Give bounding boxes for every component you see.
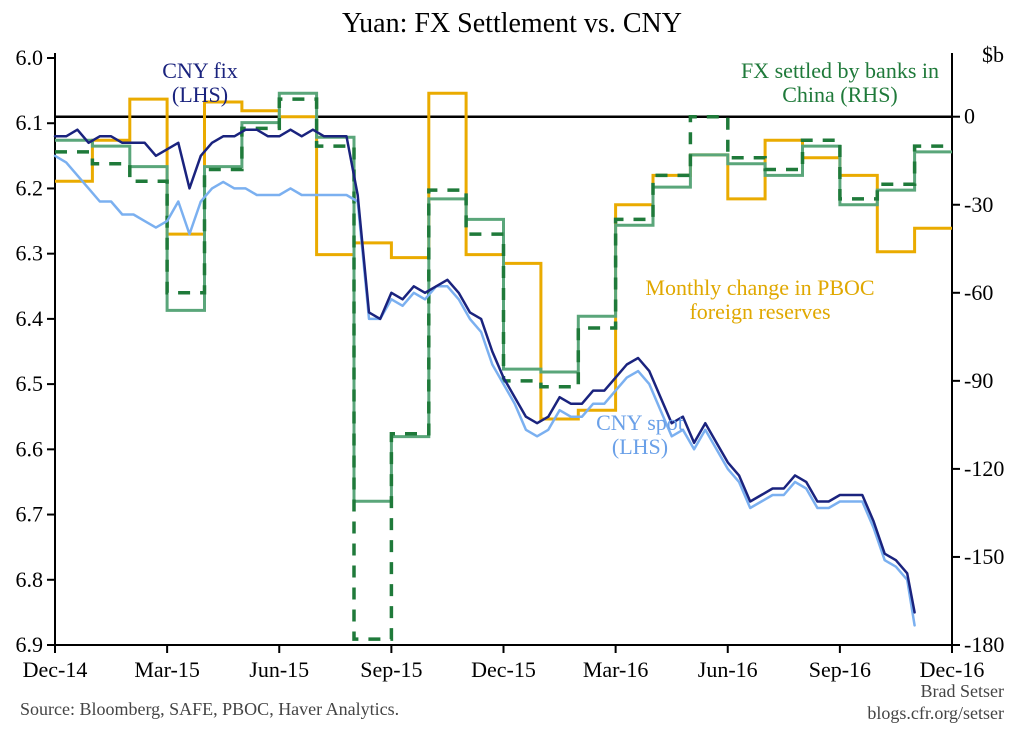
x-tick-label: Jun-16 (698, 657, 758, 682)
svg-text:foreign reserves: foreign reserves (689, 299, 830, 324)
y-right-tick-label: -30 (964, 192, 993, 217)
svg-text:China (RHS): China (RHS) (782, 82, 898, 107)
y-left-tick-label: 6.3 (16, 241, 44, 266)
footer-url: blogs.cfr.org/setser (867, 703, 1004, 723)
y-right-tick-label: -60 (964, 280, 993, 305)
x-tick-label: Dec-16 (920, 657, 985, 682)
x-tick-label: Mar-15 (134, 657, 200, 682)
y-left-tick-label: 6.8 (16, 567, 44, 592)
y-right-tick-label: -120 (964, 456, 1004, 481)
y-right-tick-label: 0 (964, 104, 975, 129)
svg-text:CNY fix: CNY fix (162, 58, 238, 83)
x-tick-label: Jun-15 (249, 657, 309, 682)
y-left-tick-label: 6.2 (16, 175, 44, 200)
x-tick-label: Dec-15 (471, 657, 536, 682)
footer-author: Brad Setser (921, 681, 1004, 701)
y-left-tick-label: 6.5 (16, 371, 44, 396)
x-tick-label: Sep-15 (360, 657, 422, 682)
y-right-tick-label: -180 (964, 632, 1004, 657)
svg-text:FX settled by banks in: FX settled by banks in (741, 58, 939, 83)
x-tick-label: Mar-16 (583, 657, 649, 682)
y-left-tick-label: 6.7 (16, 502, 44, 527)
svg-text:(LHS): (LHS) (612, 434, 668, 459)
chart-container: { "title": "Yuan: FX Settlement vs. CNY"… (0, 0, 1024, 737)
y-left-tick-label: 6.1 (16, 110, 44, 135)
series-label: CNY fix(LHS) (162, 58, 238, 107)
y-right-axis-label: $b (982, 42, 1004, 67)
svg-text:Monthly change in PBOC: Monthly change in PBOC (645, 275, 874, 300)
svg-text:(LHS): (LHS) (172, 82, 228, 107)
svg-text:CNY spot: CNY spot (596, 410, 684, 435)
footer-source: Source: Bloomberg, SAFE, PBOC, Haver Ana… (20, 699, 399, 719)
y-left-tick-label: 6.6 (16, 436, 44, 461)
x-tick-label: Dec-14 (23, 657, 88, 682)
x-tick-label: Sep-16 (809, 657, 871, 682)
y-right-tick-label: -90 (964, 368, 993, 393)
y-left-tick-label: 6.4 (16, 306, 44, 331)
chart-title: Yuan: FX Settlement vs. CNY (342, 8, 682, 39)
y-right-tick-label: -150 (964, 544, 1004, 569)
y-left-tick-label: 6.0 (16, 45, 44, 70)
fx-chart: Yuan: FX Settlement vs. CNY Dec-14 Mar-15 J… (0, 0, 1024, 737)
y-left-tick-label: 6.9 (16, 632, 44, 657)
